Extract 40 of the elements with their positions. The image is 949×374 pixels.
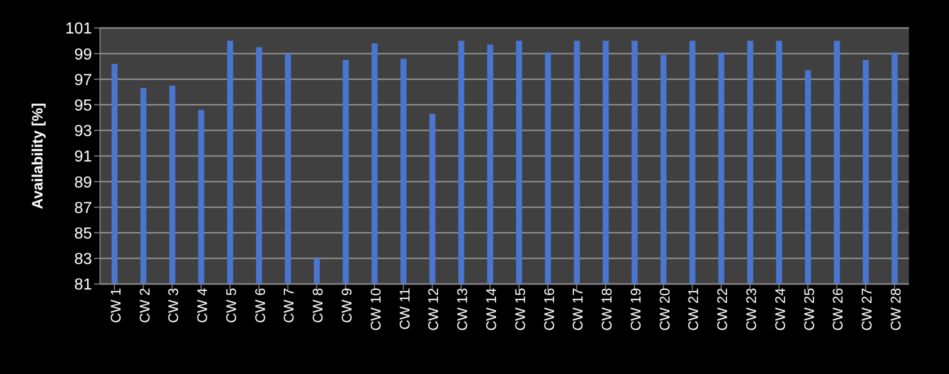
- y-tick-label: 99: [74, 46, 92, 64]
- x-tick-label: CW 26: [830, 288, 846, 331]
- x-tick-label: CW 14: [482, 288, 499, 331]
- x-tick-label: CW 19: [627, 288, 644, 331]
- x-tick-label: CW 10: [367, 288, 384, 331]
- x-tick-label: CW 12: [425, 288, 442, 331]
- x-tick-label: CW 27: [858, 288, 875, 331]
- y-tick-label: 81: [74, 276, 92, 294]
- y-tick-label: 95: [74, 97, 92, 114]
- y-tick-label: 101: [65, 20, 92, 38]
- x-tick-label: CW 3: [165, 288, 182, 323]
- x-tick-label: CW 15: [512, 288, 528, 331]
- x-tick-label: CW 18: [598, 288, 615, 331]
- x-tick-label: CW 20: [656, 288, 672, 331]
- x-tick-label: CW 2: [136, 288, 152, 323]
- y-tick-label: 85: [74, 225, 92, 242]
- y-tick-label: 89: [74, 174, 92, 192]
- x-tick-label: CW 5: [222, 288, 239, 323]
- x-tick-label: CW 13: [454, 288, 470, 331]
- y-tick-label: 83: [74, 251, 92, 268]
- x-tick-label: CW 21: [685, 288, 702, 331]
- x-tick-label: CW 11: [396, 288, 412, 330]
- x-tick-label: CW 25: [800, 288, 817, 331]
- y-axis-title: Availability [%]: [29, 102, 46, 210]
- x-tick-label: CW 16: [540, 288, 557, 331]
- x-tick-label: CW 6: [252, 288, 268, 323]
- y-tick-label: 91: [74, 148, 92, 166]
- y-tick-label: 97: [74, 72, 92, 89]
- x-tick-label: CW 22: [714, 288, 730, 331]
- x-tick-label: CW 28: [887, 288, 904, 331]
- x-tick-label: CW 24: [772, 288, 788, 331]
- x-tick-label: CW 1: [107, 288, 124, 323]
- x-tick-label: CW 7: [280, 288, 297, 323]
- y-tick-label: 93: [74, 123, 92, 140]
- x-tick-label: CW 23: [743, 288, 760, 331]
- x-tick-label: CW 17: [570, 288, 586, 331]
- x-tick-label: CW 4: [194, 288, 210, 323]
- x-tick-label: CW 8: [310, 288, 326, 323]
- x-tick-label: CW 9: [338, 288, 355, 323]
- y-tick-label: 87: [74, 200, 92, 217]
